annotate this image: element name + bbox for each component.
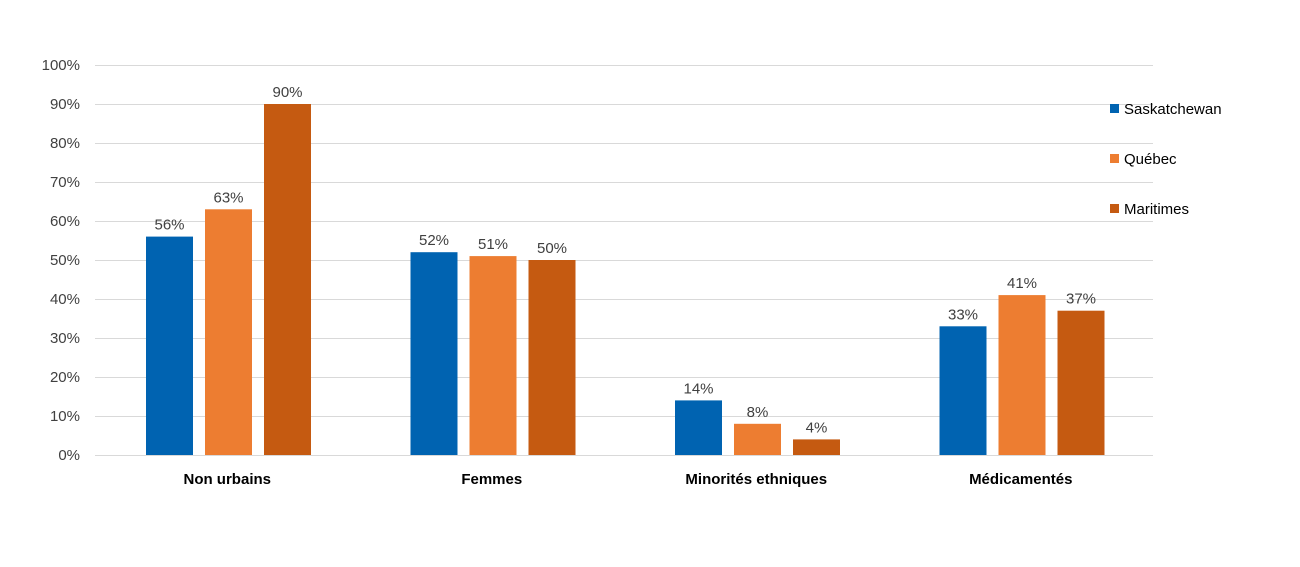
legend: Saskatchewan Québec Maritimes (1110, 101, 1222, 218)
bars (146, 104, 1105, 455)
bar (1057, 310, 1105, 455)
category-label: Médicamentés (969, 471, 1072, 488)
gridlines (95, 65, 1153, 456)
y-tick-label: 30% (50, 330, 80, 347)
data-label: 33% (948, 306, 978, 323)
bar (793, 439, 840, 455)
bar (410, 252, 458, 455)
category-label: Non urbains (183, 471, 271, 488)
category-label: Minorités ethniques (685, 471, 827, 488)
y-tick-label: 100% (42, 57, 80, 74)
data-label: 56% (154, 217, 184, 234)
data-label: 37% (1066, 291, 1096, 308)
data-label: 63% (213, 189, 243, 206)
legend-swatch (1110, 204, 1119, 213)
data-label: 90% (272, 84, 302, 101)
data-label: 41% (1007, 275, 1037, 292)
bar (264, 104, 311, 455)
category-label: Femmes (461, 471, 522, 488)
data-label: 51% (478, 236, 508, 253)
data-label: 14% (683, 380, 713, 397)
data-label: 50% (537, 240, 567, 257)
y-axis-ticks: 0% 10% 20% 30% 40% 50% 60% 70% 80% 90% 100% (42, 57, 80, 464)
data-label: 52% (419, 232, 449, 249)
data-label: 4% (806, 419, 828, 436)
data-label: 8% (747, 404, 769, 421)
y-tick-label: 60% (50, 213, 80, 230)
bar (939, 326, 987, 455)
legend-swatch (1110, 104, 1119, 113)
legend-label: Saskatchewan (1124, 101, 1222, 118)
bar (998, 295, 1046, 455)
bar (469, 256, 517, 455)
y-tick-label: 50% (50, 252, 80, 269)
legend-label: Québec (1124, 151, 1177, 168)
bar (734, 423, 781, 455)
bar (528, 260, 576, 455)
bar (205, 209, 252, 455)
y-tick-label: 80% (50, 135, 80, 152)
y-tick-label: 70% (50, 174, 80, 191)
legend-swatch (1110, 154, 1119, 163)
x-axis-categories: Non urbains Femmes Minorités ethniques Médi… (183, 471, 1072, 488)
y-tick-label: 40% (50, 291, 80, 308)
legend-label: Maritimes (1124, 201, 1189, 218)
bar (146, 236, 193, 455)
y-tick-label: 0% (58, 447, 80, 464)
y-tick-label: 10% (50, 408, 80, 425)
y-tick-label: 90% (50, 96, 80, 113)
bar (675, 400, 722, 455)
data-labels: 56% 63% 90% 52% 51% 50% 14% 8% 4% 33% 41% 37% (154, 84, 1096, 436)
y-tick-label: 20% (50, 369, 80, 386)
